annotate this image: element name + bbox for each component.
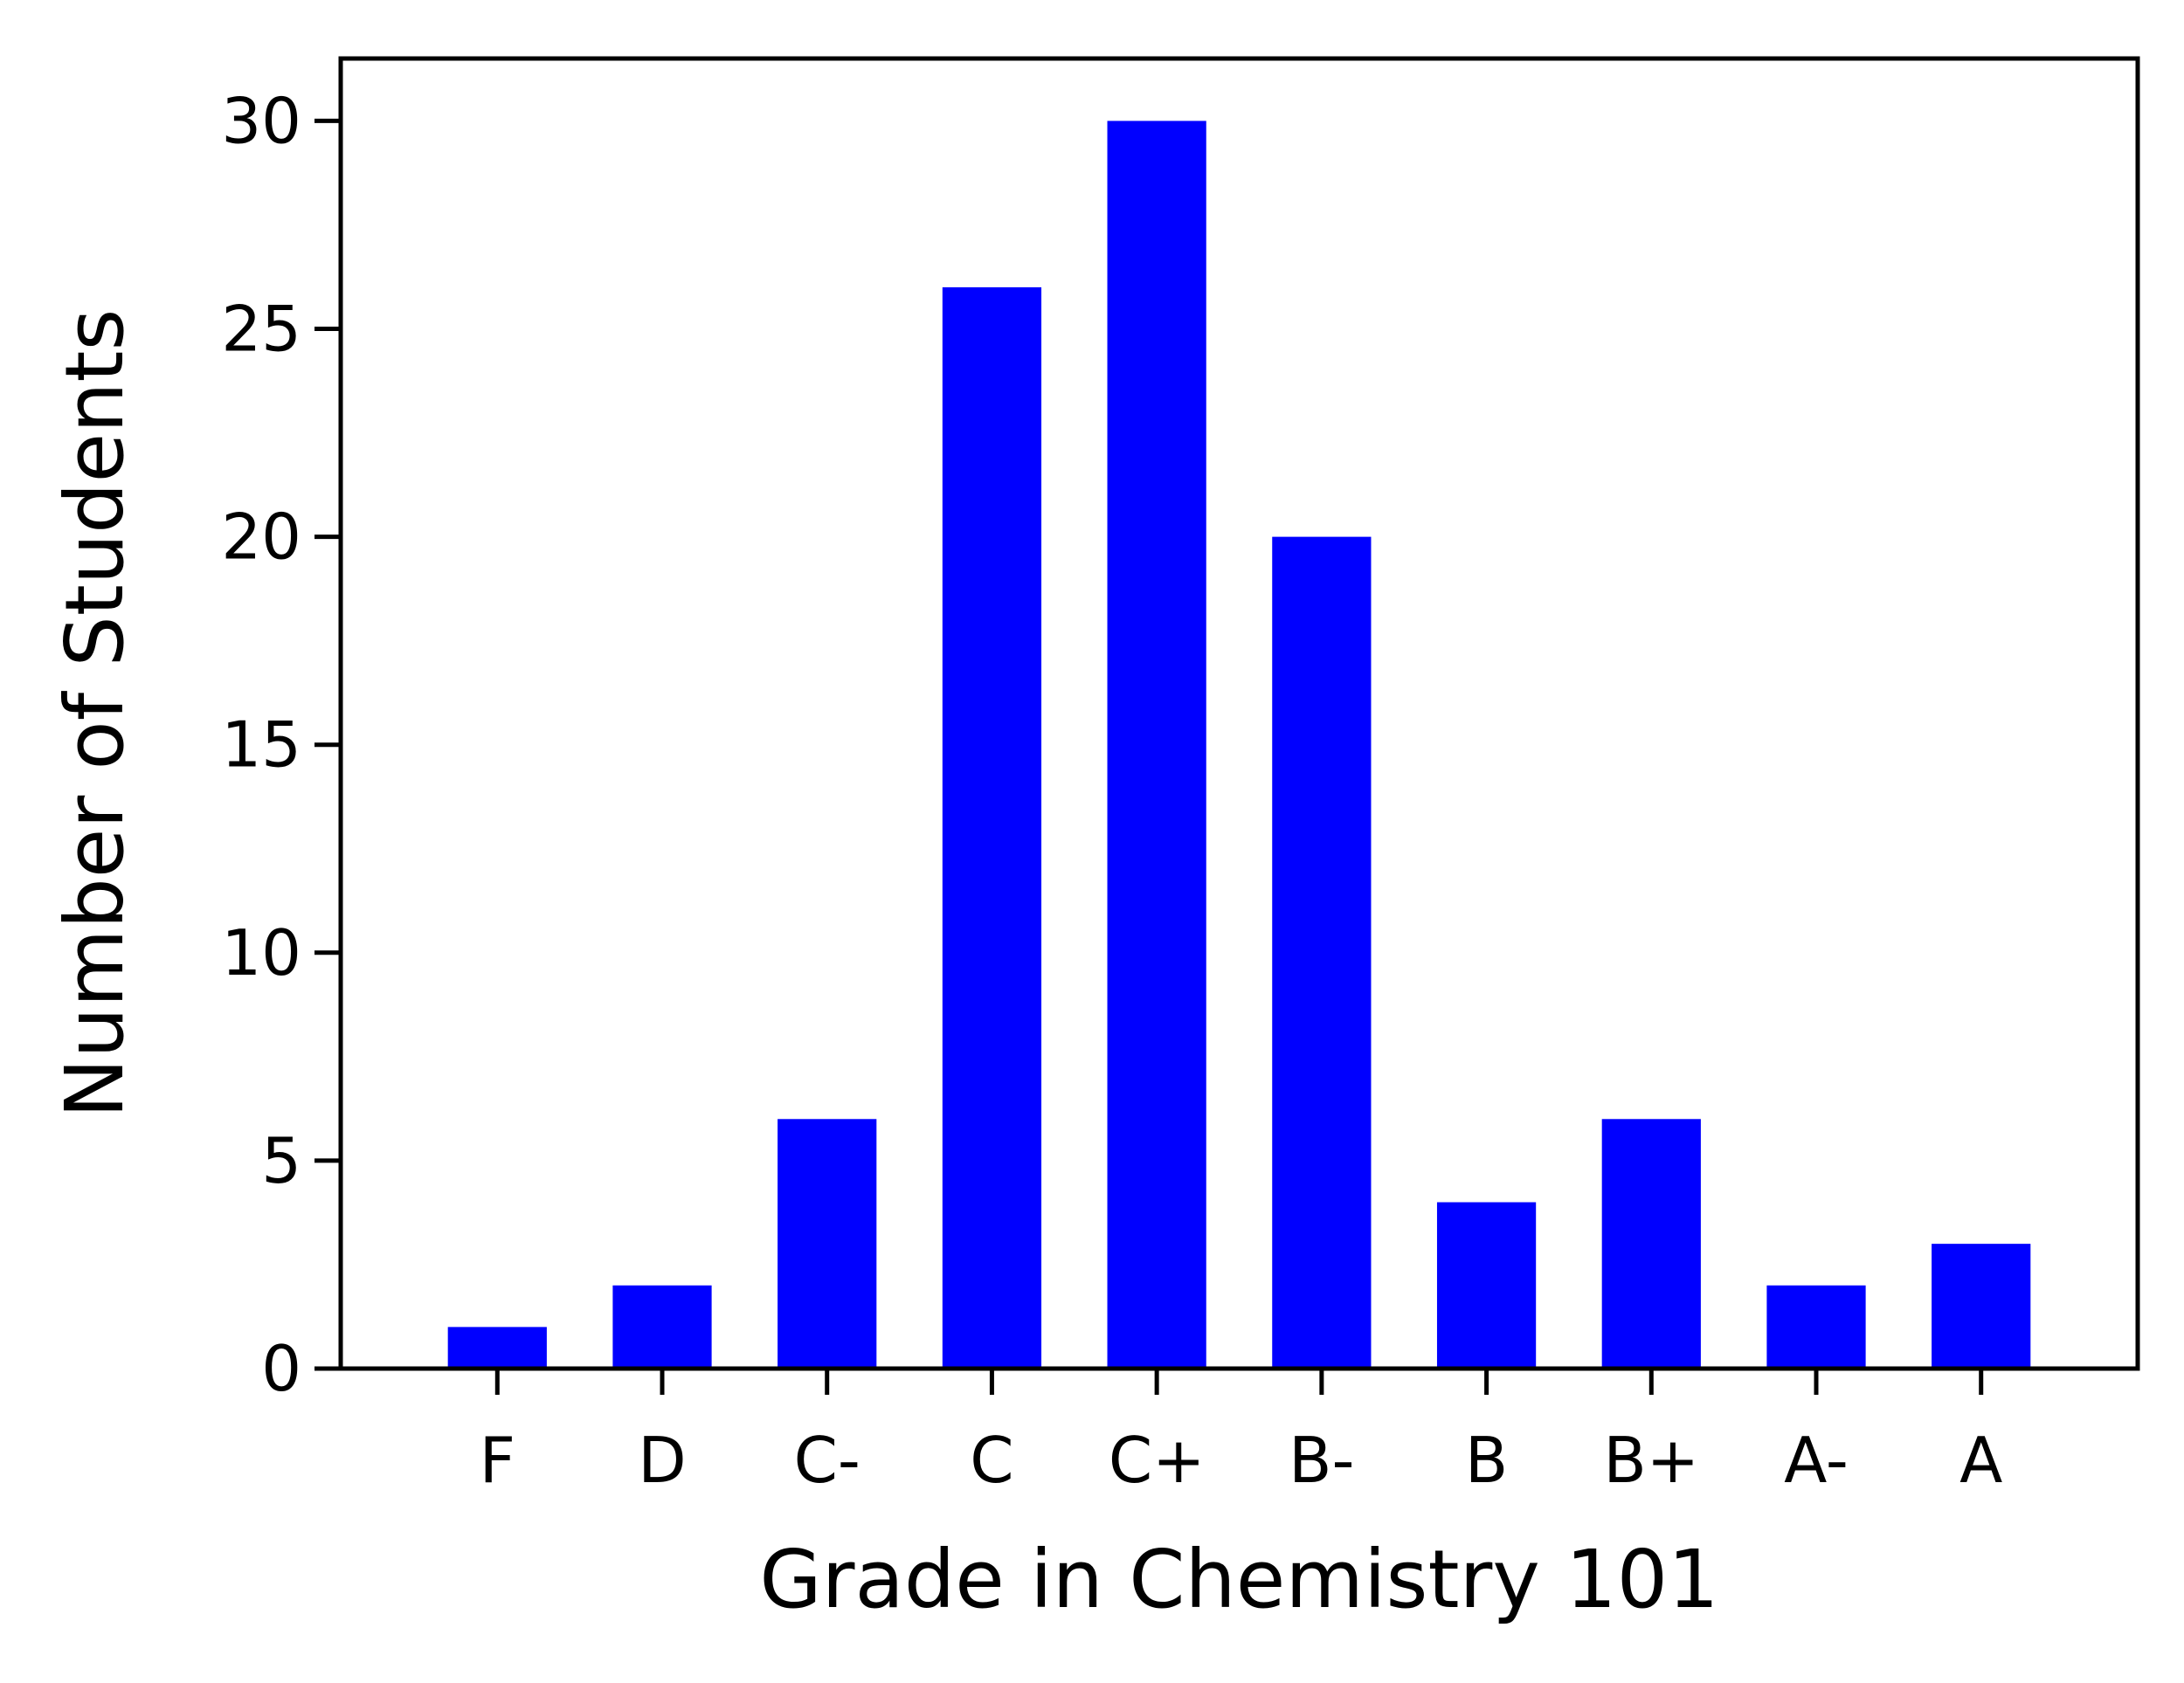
- bar-B-: [1272, 536, 1372, 1369]
- x-tick-label: C-: [794, 1424, 860, 1497]
- y-axis-label: Number of Students: [48, 309, 142, 1119]
- y-tick-label: 0: [261, 1332, 301, 1405]
- bar-F: [447, 1327, 547, 1369]
- bar-D: [612, 1285, 712, 1369]
- y-tick-label: 30: [221, 84, 301, 157]
- x-tick-label: B: [1465, 1424, 1508, 1497]
- y-tick-label: 15: [221, 708, 301, 782]
- x-tick-label: F: [480, 1424, 515, 1497]
- x-tick-label: C: [970, 1424, 1013, 1497]
- x-axis-ticks: F D C- C C+ B- B B+ A- A: [480, 1369, 2002, 1497]
- bars-group: [447, 121, 2031, 1369]
- x-tick-label: B+: [1603, 1424, 1699, 1497]
- x-tick-label: A-: [1784, 1424, 1849, 1497]
- x-tick-label: A: [1959, 1424, 2002, 1497]
- bar-A-: [1766, 1285, 1866, 1369]
- bar-B+: [1601, 1119, 1701, 1369]
- bar-C: [942, 286, 1042, 1369]
- x-tick-label: D: [638, 1424, 686, 1497]
- plot-frame: [338, 56, 2140, 1371]
- y-tick-label: 25: [221, 293, 301, 366]
- y-tick-label: 10: [221, 916, 301, 990]
- x-tick-label: C+: [1109, 1424, 1206, 1497]
- bar-C-: [778, 1119, 877, 1369]
- y-tick-label: 5: [261, 1124, 301, 1197]
- bar-B: [1436, 1202, 1537, 1369]
- bar-C+: [1107, 121, 1206, 1369]
- x-axis-label: Grade in Chemistry 101: [759, 1533, 1718, 1626]
- x-tick-label: B-: [1289, 1424, 1354, 1497]
- y-axis-ticks: 0 5 10 15 20 25 30: [221, 84, 341, 1405]
- bar-A: [1932, 1244, 2031, 1369]
- y-tick-label: 20: [221, 500, 301, 574]
